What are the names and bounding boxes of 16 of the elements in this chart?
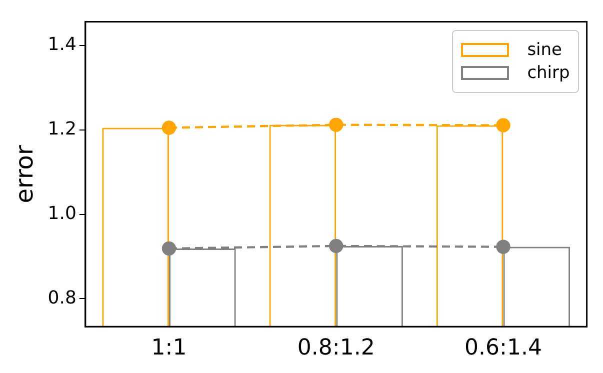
x-tick-label: 0.6:1.4 xyxy=(464,336,542,361)
point xyxy=(162,120,176,135)
y-tick-label: 1.4 xyxy=(48,34,76,56)
legend-label: sine xyxy=(527,40,562,60)
point xyxy=(329,238,344,254)
point xyxy=(496,118,510,132)
y-axis-title: error xyxy=(10,145,39,204)
legend-label: chirp xyxy=(527,62,570,83)
point xyxy=(329,118,344,132)
point xyxy=(496,240,510,254)
y-tick-label: 1.2 xyxy=(48,118,76,140)
x-tick-label: 0.8:1.2 xyxy=(297,336,375,361)
point xyxy=(162,241,176,256)
y-tick-label: 1.0 xyxy=(48,202,76,224)
x-tick-label: 1:1 xyxy=(151,336,187,361)
y-tick-label: 0.8 xyxy=(48,287,76,308)
